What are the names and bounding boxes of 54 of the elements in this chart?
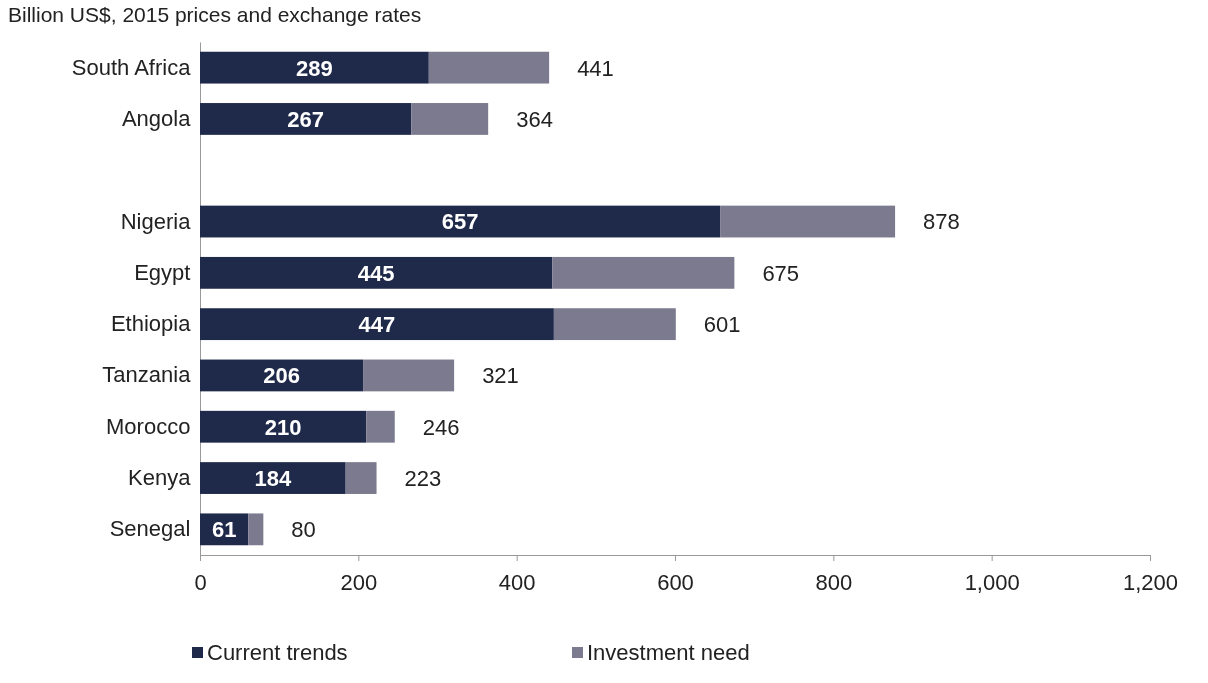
data-label: 206 — [263, 363, 300, 389]
y-tick-label: Nigeria — [120, 208, 192, 234]
data-label: 210 — [264, 414, 302, 440]
data-label: 267 — [287, 106, 325, 132]
bar — [411, 103, 489, 135]
x-tick-label: 800 — [815, 570, 853, 596]
data-label: 657 — [441, 209, 479, 235]
bar — [200, 256, 553, 289]
bar — [553, 308, 676, 341]
total-label: 601 — [703, 312, 741, 338]
x-tick-label: 0 — [194, 570, 207, 596]
y-tick-label: Ethiopia — [110, 311, 192, 337]
legend-label: Current trends — [207, 640, 348, 665]
chart-title: Billion US$, 2015 prices and exchange rates — [8, 3, 422, 26]
y-tick-label: Tanzania — [102, 362, 192, 388]
legend-label: Investment need — [587, 640, 750, 665]
bar — [200, 308, 554, 341]
bar — [720, 205, 896, 238]
bar — [200, 103, 412, 135]
bar — [345, 462, 377, 494]
bar — [428, 51, 550, 84]
bar — [552, 256, 735, 289]
x-tick-label: 1,200 — [1122, 570, 1179, 596]
x-tick-label: 600 — [657, 570, 694, 596]
y-tick-label: Egypt — [134, 259, 191, 285]
y-tick-label: South Africa — [71, 54, 192, 80]
bar — [363, 359, 455, 392]
bar — [200, 462, 346, 494]
bar — [200, 205, 721, 238]
y-tick-label: Senegal — [109, 516, 191, 542]
total-label: 364 — [516, 106, 553, 132]
total-label: 80 — [291, 517, 316, 543]
bar — [366, 410, 395, 443]
x-tick-label: 400 — [498, 570, 536, 596]
bar — [200, 359, 364, 392]
bar — [248, 513, 264, 546]
total-label: 223 — [404, 465, 442, 491]
total-label: 441 — [577, 55, 614, 81]
data-label: 289 — [296, 55, 333, 81]
bar — [200, 51, 429, 84]
y-tick-label: Morocco — [106, 413, 191, 439]
x-tick-label: 1,000 — [964, 570, 1020, 596]
data-label: 447 — [358, 312, 396, 338]
total-label: 675 — [762, 260, 800, 286]
y-tick-label: Kenya — [128, 465, 192, 491]
total-label: 878 — [923, 209, 960, 235]
bar — [200, 410, 367, 443]
data-label: 61 — [211, 517, 237, 543]
total-label: 246 — [422, 414, 460, 440]
y-tick-label: Angola — [121, 105, 192, 131]
x-tick-label: 200 — [340, 570, 378, 596]
total-label: 321 — [482, 363, 519, 389]
data-label: 445 — [357, 260, 395, 286]
data-label: 184 — [254, 465, 292, 491]
